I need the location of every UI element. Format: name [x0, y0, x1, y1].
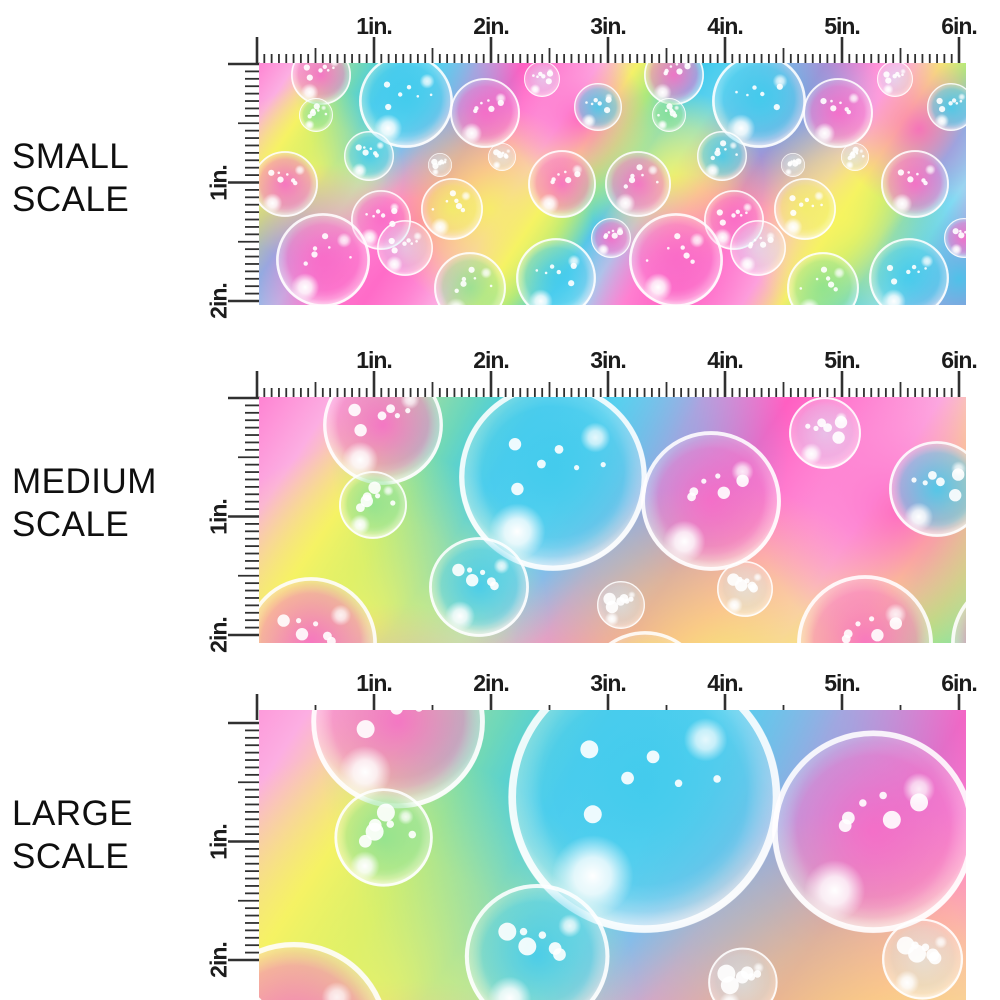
hruler-label-6in: 6in. — [941, 670, 978, 696]
hruler-label-5in: 5in. — [824, 13, 861, 39]
hruler-label-1in: 1in. — [356, 347, 393, 373]
fabric-swatch-medium-scale — [259, 397, 966, 643]
vertical-ruler-large — [228, 721, 260, 962]
horizontal-ruler-medium — [255, 371, 961, 397]
vruler-label-1in: 1in. — [205, 823, 232, 860]
hruler-label-4in: 4in. — [707, 347, 744, 373]
hruler-label-2in: 2in. — [473, 13, 510, 39]
hruler-label-2in: 2in. — [473, 347, 510, 373]
hruler-label-6in: 6in. — [941, 347, 978, 373]
hruler-label-1in: 1in. — [356, 670, 393, 696]
vertical-ruler-small — [228, 62, 260, 303]
fabric-swatch-small-scale — [259, 63, 966, 305]
horizontal-ruler-small — [255, 37, 961, 63]
bubble-pattern-large — [259, 710, 966, 1000]
hruler-label-6in: 6in. — [941, 13, 978, 39]
hruler-label-3in: 3in. — [590, 670, 627, 696]
hruler-label-4in: 4in. — [707, 13, 744, 39]
vruler-label-1in: 1in. — [205, 164, 232, 201]
scale-label-large-line1: LARGE — [12, 794, 134, 833]
vruler-label-2in: 2in. — [205, 617, 232, 653]
hruler-label-5in: 5in. — [824, 347, 861, 373]
scale-label-medium-line2: SCALE — [12, 505, 130, 544]
fabric-swatch-large-scale — [259, 710, 966, 1000]
horizontal-ruler-large — [255, 694, 961, 720]
vertical-ruler-medium — [228, 396, 260, 637]
vruler-label-2in: 2in. — [205, 942, 232, 978]
scale-label-medium-line1: MEDIUM — [12, 462, 157, 501]
hruler-label-3in: 3in. — [590, 347, 627, 373]
scale-label-small: SMALL SCALE — [12, 135, 242, 221]
hruler-label-2in: 2in. — [473, 670, 510, 696]
vruler-label-2in: 2in. — [205, 283, 232, 319]
scale-label-large-line2: SCALE — [12, 837, 130, 876]
vruler-label-1in: 1in. — [205, 498, 232, 535]
bubble-pattern-small — [259, 63, 966, 305]
hruler-label-5in: 5in. — [824, 670, 861, 696]
hruler-label-3in: 3in. — [590, 13, 627, 39]
scale-label-large: LARGE SCALE — [12, 792, 242, 878]
hruler-label-1in: 1in. — [356, 13, 393, 39]
scale-label-small-line2: SCALE — [12, 180, 130, 219]
scale-label-medium: MEDIUM SCALE — [12, 460, 242, 546]
scale-label-small-line1: SMALL — [12, 137, 130, 176]
hruler-label-4in: 4in. — [707, 670, 744, 696]
bubble-pattern-medium — [259, 397, 966, 643]
